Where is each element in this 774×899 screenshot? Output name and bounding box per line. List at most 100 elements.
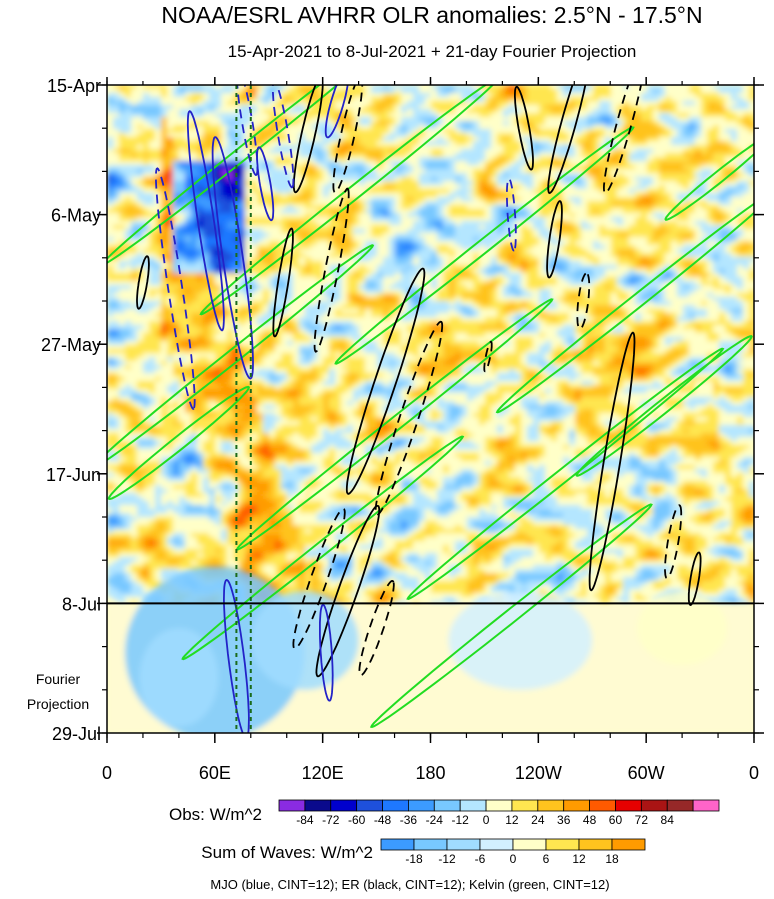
obs-anomaly-cell [263, 249, 270, 254]
obs-anomaly-cell [125, 221, 132, 226]
obs-anomaly-cell [395, 221, 402, 226]
obs-anomaly-cell [713, 133, 720, 138]
obs-anomaly-cell [695, 205, 702, 210]
obs-anomaly-cell [659, 241, 666, 246]
obs-anomaly-cell [413, 257, 420, 262]
obs-anomaly-cell [587, 133, 594, 138]
obs-anomaly-cell [515, 141, 522, 146]
obs-anomaly-cell [299, 221, 306, 226]
obs-anomaly-cell [599, 149, 606, 154]
obs-anomaly-cell [119, 105, 126, 110]
obs-anomaly-cell [701, 161, 708, 166]
obs-anomaly-cell [605, 113, 612, 118]
obs-anomaly-cell [539, 89, 546, 94]
obs-anomaly-cell [629, 197, 636, 202]
obs-anomaly-cell [245, 177, 252, 182]
obs-anomaly-cell [527, 201, 534, 206]
obs-anomaly-cell [569, 129, 576, 134]
obs-anomaly-cell [587, 257, 594, 262]
obs-anomaly-cell [593, 253, 600, 258]
obs-anomaly-cell [719, 101, 726, 106]
obs-anomaly-cell [617, 189, 624, 194]
obs-anomaly-cell [515, 241, 522, 246]
obs-anomaly-cell [671, 189, 678, 194]
obs-anomaly-cell [629, 161, 636, 166]
obs-anomaly-cell [473, 265, 480, 270]
obs-anomaly-cell [407, 117, 414, 122]
obs-anomaly-cell [113, 117, 120, 122]
obs-anomaly-cell [407, 181, 414, 186]
obs-anomaly-cell [425, 85, 432, 90]
obs-anomaly-cell [593, 105, 600, 110]
obs-anomaly-cell [611, 169, 618, 174]
obs-anomaly-cell [569, 221, 576, 226]
obs-anomaly-cell [623, 201, 630, 206]
obs-anomaly-cell [725, 177, 732, 182]
obs-anomaly-cell [335, 221, 342, 226]
obs-anomaly-cell [647, 161, 654, 166]
obs-anomaly-cell [443, 213, 450, 218]
obs-anomaly-cell [143, 217, 150, 222]
obs-anomaly-cell [647, 165, 654, 170]
obs-anomaly-cell [437, 149, 444, 154]
obs-anomaly-cell [317, 245, 324, 250]
obs-anomaly-cell [743, 181, 750, 186]
obs-anomaly-cell [479, 205, 486, 210]
obs-anomaly-cell [221, 169, 228, 174]
obs-anomaly-cell [161, 201, 168, 206]
obs-anomaly-cell [599, 209, 606, 214]
obs-anomaly-cell [695, 241, 702, 246]
obs-anomaly-cell [593, 173, 600, 178]
obs-anomaly-cell [563, 189, 570, 194]
obs-anomaly-cell [455, 233, 462, 238]
obs-anomaly-cell [731, 193, 738, 198]
obs-anomaly-cell [293, 137, 300, 142]
obs-anomaly-cell [461, 229, 468, 234]
obs-anomaly-cell [209, 225, 216, 230]
obs-anomaly-cell [245, 93, 252, 98]
obs-anomaly-cell [143, 125, 150, 130]
obs-anomaly-cell [107, 177, 114, 182]
obs-anomaly-cell [419, 229, 426, 234]
obs-anomaly-cell [677, 165, 684, 170]
obs-anomaly-cell [149, 237, 156, 242]
obs-anomaly-cell [707, 265, 714, 270]
obs-anomaly-cell [251, 153, 258, 158]
obs-anomaly-cell [683, 245, 690, 250]
obs-anomaly-cell [395, 125, 402, 130]
obs-anomaly-cell [701, 141, 708, 146]
obs-anomaly-cell [599, 153, 606, 158]
obs-anomaly-cell [677, 137, 684, 142]
obs-anomaly-cell [227, 245, 234, 250]
obs-anomaly-cell [287, 205, 294, 210]
obs-anomaly-cell [653, 105, 660, 110]
obs-anomaly-cell [569, 117, 576, 122]
obs-anomaly-cell [545, 225, 552, 230]
obs-anomaly-cell [587, 189, 594, 194]
obs-anomaly-cell [191, 261, 198, 266]
obs-anomaly-cell [527, 217, 534, 222]
obs-anomaly-cell [665, 177, 672, 182]
obs-anomaly-cell [281, 265, 288, 270]
obs-anomaly-cell [509, 157, 516, 162]
obs-anomaly-cell [449, 125, 456, 130]
obs-anomaly-cell [545, 237, 552, 242]
obs-anomaly-cell [353, 233, 360, 238]
obs-anomaly-cell [563, 209, 570, 214]
obs-anomaly-cell [107, 229, 114, 234]
obs-anomaly-cell [497, 261, 504, 266]
obs-anomaly-cell [149, 129, 156, 134]
obs-anomaly-cell [245, 265, 252, 270]
obs-anomaly-cell [623, 213, 630, 218]
obs-anomaly-cell [323, 161, 330, 166]
obs-anomaly-cell [617, 241, 624, 246]
obs-anomaly-cell [347, 173, 354, 178]
obs-anomaly-cell [437, 85, 444, 90]
obs-anomaly-cell [419, 253, 426, 258]
obs-anomaly-cell [125, 129, 132, 134]
obs-anomaly-cell [275, 117, 282, 122]
obs-anomaly-cell [743, 261, 750, 266]
obs-anomaly-cell [575, 153, 582, 158]
obs-anomaly-cell [677, 229, 684, 234]
obs-anomaly-cell [197, 85, 204, 90]
